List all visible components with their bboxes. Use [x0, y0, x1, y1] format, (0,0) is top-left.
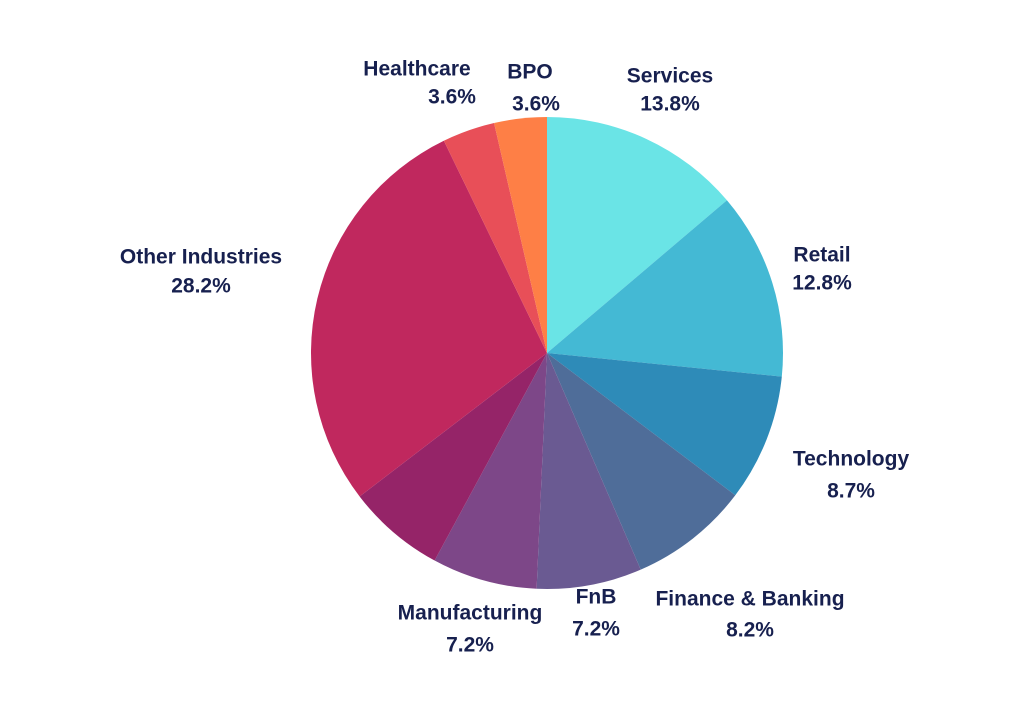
pie-slice	[494, 117, 547, 353]
pie-slice	[536, 353, 641, 589]
slice-label: FnB	[576, 586, 617, 609]
value-label: 3.6%	[428, 86, 476, 109]
value-label: 8.2%	[726, 619, 774, 642]
pie-slice	[547, 117, 727, 353]
slice-label: Finance & Banking	[655, 588, 844, 611]
pie-slice	[547, 200, 783, 377]
pie-slice	[547, 353, 736, 570]
slice-label: Healthcare	[363, 58, 470, 81]
slice-label: Retail	[793, 244, 850, 267]
pie-slice	[547, 353, 782, 496]
slice-label: Services	[627, 65, 713, 88]
pie-slice	[359, 353, 547, 561]
value-label: 13.8%	[640, 93, 700, 116]
slice-label: Technology	[793, 448, 910, 471]
value-label: 12.8%	[792, 272, 852, 295]
pie-slice	[311, 140, 547, 497]
slice-label: Other Industries	[120, 246, 282, 269]
value-label: 3.6%	[512, 93, 560, 116]
pie-slice	[434, 353, 547, 589]
value-label: 7.2%	[572, 618, 620, 641]
value-label: 8.7%	[827, 480, 875, 503]
pie-slice	[443, 123, 547, 353]
value-label: 7.2%	[446, 634, 494, 657]
value-label: 28.2%	[171, 275, 231, 298]
slice-label: BPO	[507, 61, 553, 84]
slice-label: Manufacturing	[398, 602, 543, 625]
